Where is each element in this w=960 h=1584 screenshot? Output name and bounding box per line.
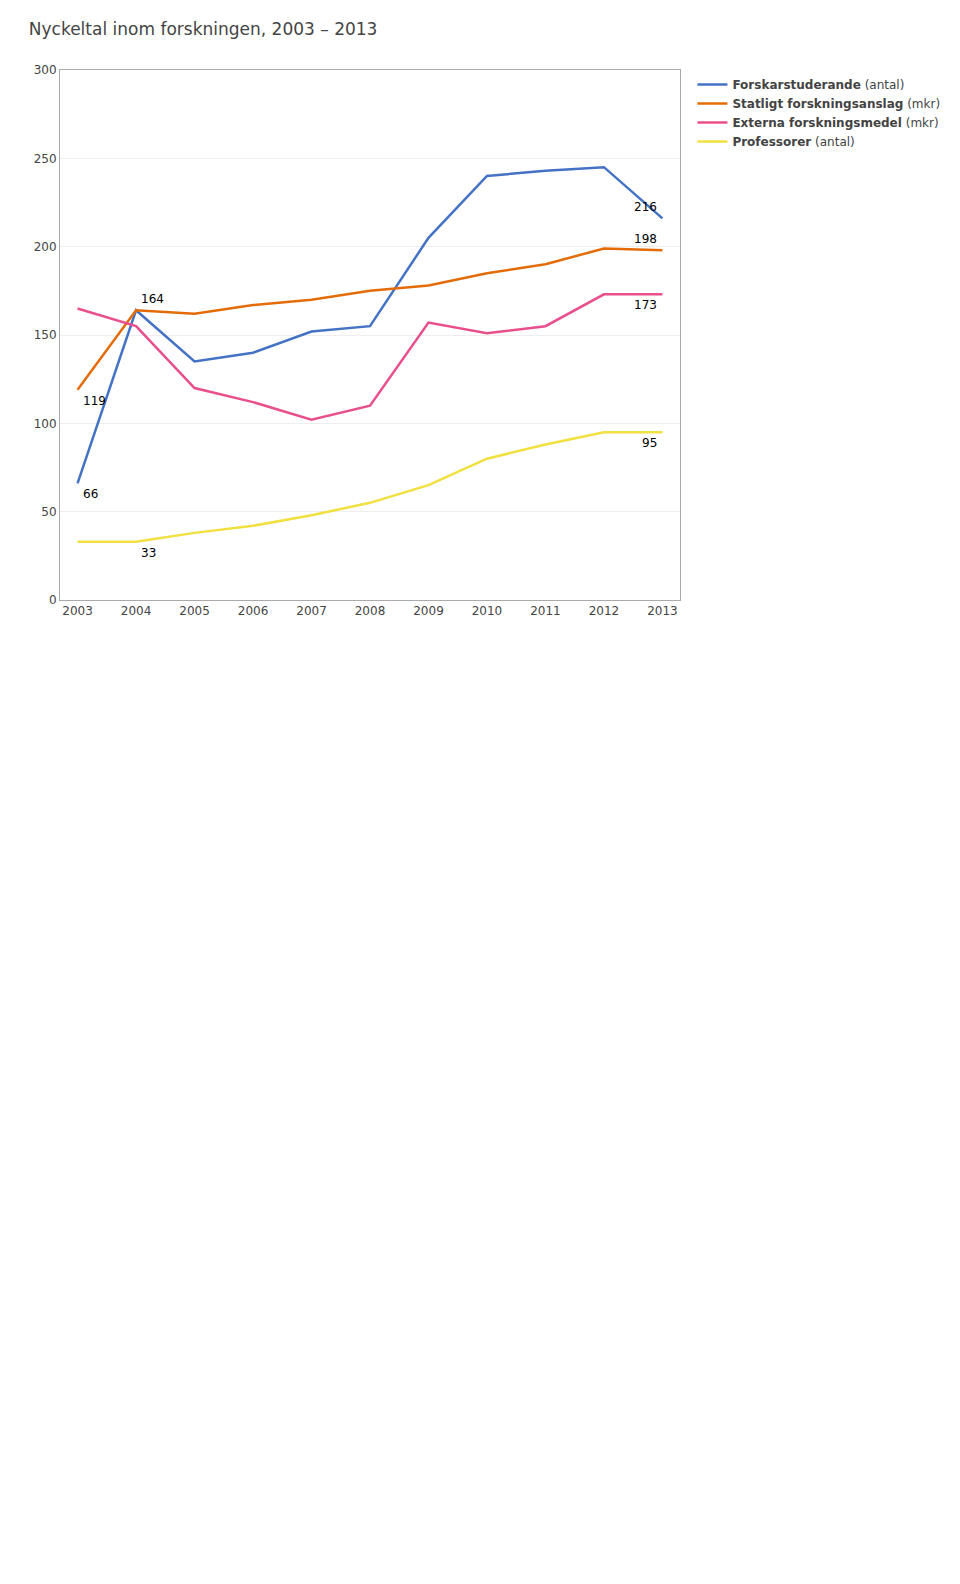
svg-text:66: 66 [83, 487, 98, 501]
svg-text:119: 119 [83, 394, 106, 408]
svg-text:2003: 2003 [62, 604, 93, 618]
svg-text:173: 173 [634, 298, 657, 312]
svg-text:50: 50 [41, 505, 56, 519]
svg-text:Externa forskningsmedel (mkr): Externa forskningsmedel (mkr) [732, 116, 938, 130]
svg-text:2013: 2013 [647, 604, 678, 618]
svg-text:2010: 2010 [472, 604, 503, 618]
svg-text:95: 95 [642, 436, 657, 450]
svg-text:33: 33 [141, 546, 156, 560]
svg-text:2006: 2006 [238, 604, 269, 618]
svg-text:0: 0 [49, 593, 57, 607]
svg-text:2011: 2011 [530, 604, 561, 618]
svg-text:2007: 2007 [296, 604, 327, 618]
svg-text:2012: 2012 [589, 604, 620, 618]
svg-text:100: 100 [34, 417, 57, 431]
svg-text:2005: 2005 [179, 604, 210, 618]
svg-text:Nyckeltal inom forskningen, 20: Nyckeltal inom forskningen, 2003 – 2013 [29, 19, 378, 39]
svg-text:250: 250 [34, 152, 57, 166]
svg-text:200: 200 [34, 240, 57, 254]
svg-text:Forskarstuderande (antal): Forskarstuderande (antal) [732, 78, 904, 92]
svg-text:164: 164 [141, 292, 164, 306]
svg-text:150: 150 [34, 328, 57, 342]
svg-text:Professorer (antal): Professorer (antal) [732, 135, 854, 149]
svg-text:2009: 2009 [413, 604, 444, 618]
svg-text:2008: 2008 [355, 604, 386, 618]
svg-text:216: 216 [634, 200, 657, 214]
svg-text:300: 300 [34, 63, 57, 77]
svg-text:Statligt forskningsanslag (mkr: Statligt forskningsanslag (mkr) [732, 97, 940, 111]
svg-text:198: 198 [634, 232, 657, 246]
svg-text:2004: 2004 [121, 604, 152, 618]
